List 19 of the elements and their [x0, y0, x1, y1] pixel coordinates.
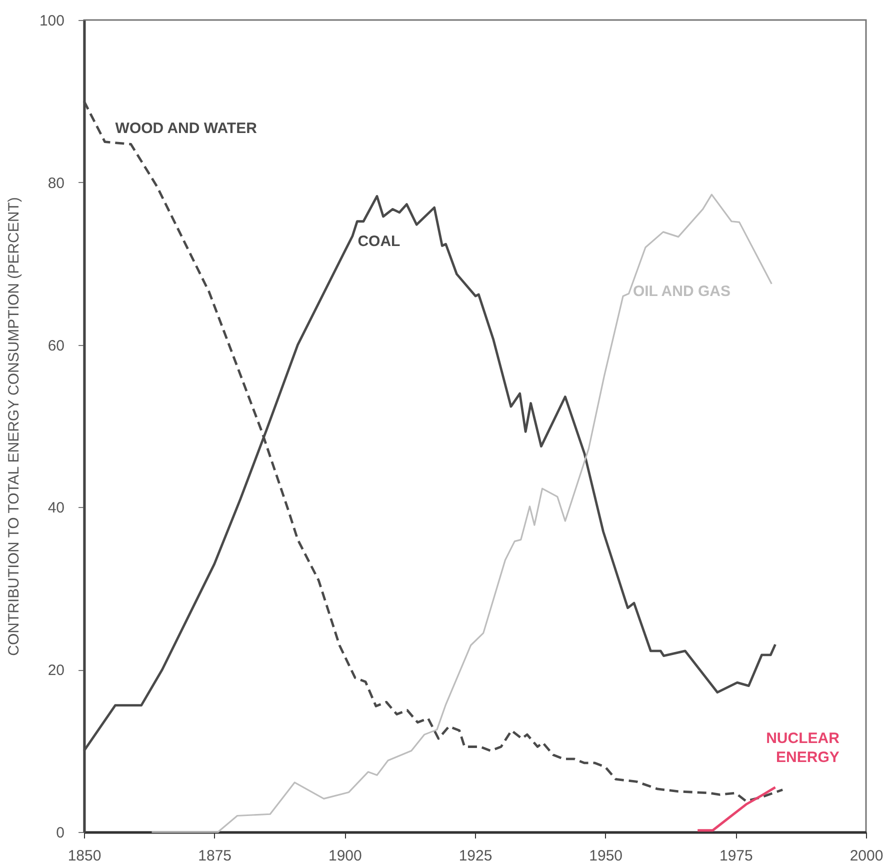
y-tick-label: 0 [56, 824, 64, 842]
x-tick-label: 1950 [589, 848, 623, 863]
x-tick-label: 2000 [850, 848, 884, 863]
y-tick-label: 40 [48, 500, 64, 517]
series-label: COAL [358, 232, 400, 250]
series-label: OIL AND GAS [632, 283, 730, 300]
x-tick-label: 1875 [198, 848, 232, 863]
y-tick-label: 80 [48, 174, 64, 192]
x-tick-label: 1900 [328, 848, 362, 863]
y-axis-title: CONTRIBUTION TO TOTAL ENERGY CONSUMPTION (PERCENT) [5, 197, 22, 656]
line-series [696, 786, 776, 832]
x-tick-label: 1850 [68, 848, 102, 863]
x-tick-label: 1925 [458, 848, 492, 863]
y-tick-label: 60 [48, 337, 64, 354]
series-label: NUCLEAR ENERGY [766, 730, 840, 766]
x-tick-label: 1975 [719, 848, 753, 863]
series-label: WOOD AND WATER [115, 120, 258, 137]
y-tick-label: 20 [48, 662, 64, 680]
y-tick-label: 100 [39, 12, 64, 30]
